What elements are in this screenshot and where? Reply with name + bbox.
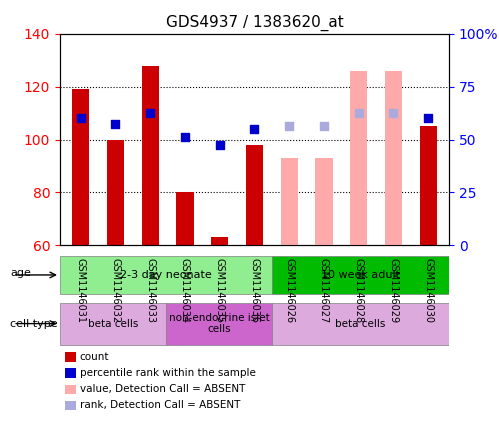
Bar [280,158,298,245]
FancyBboxPatch shape [60,303,166,344]
Title: GDS4937 / 1383620_at: GDS4937 / 1383620_at [166,15,343,31]
Text: GSM1146035: GSM1146035 [215,258,225,323]
Text: GSM1146030: GSM1146030 [423,258,433,323]
Bar [420,126,437,245]
Text: GSM1146031: GSM1146031 [76,258,86,323]
Text: count: count [80,352,109,362]
FancyBboxPatch shape [166,303,272,344]
Bar [107,140,124,245]
Text: GSM1146026: GSM1146026 [284,258,294,323]
Bar [142,66,159,245]
FancyBboxPatch shape [60,256,272,294]
Point [424,115,432,122]
Text: non-endocrine islet
cells: non-endocrine islet cells [169,313,269,335]
Point [111,121,119,127]
Point [320,123,328,130]
Text: GSM1146029: GSM1146029 [389,258,399,323]
Bar [72,89,89,245]
Point [250,126,258,132]
Text: cell type: cell type [10,319,57,329]
Text: GSM1146028: GSM1146028 [354,258,364,323]
Text: GSM1146034: GSM1146034 [180,258,190,323]
FancyBboxPatch shape [272,303,449,344]
Text: GSM1146036: GSM1146036 [250,258,259,323]
Bar [176,192,194,245]
Text: beta cells: beta cells [88,319,138,329]
Point [355,110,363,116]
Point [181,134,189,140]
Text: percentile rank within the sample: percentile rank within the sample [80,368,255,378]
Point [285,123,293,130]
Text: rank, Detection Call = ABSENT: rank, Detection Call = ABSENT [80,400,240,410]
Point [216,141,224,148]
Text: 10 week adult: 10 week adult [321,270,400,280]
Point [390,110,398,116]
Text: GSM1146032: GSM1146032 [110,258,120,323]
Bar [350,71,367,245]
Point [146,110,154,116]
Text: GSM1146027: GSM1146027 [319,258,329,323]
Bar [246,145,263,245]
Text: value, Detection Call = ABSENT: value, Detection Call = ABSENT [80,384,245,394]
Bar [211,237,229,245]
Point [77,115,85,122]
Text: GSM1146033: GSM1146033 [145,258,155,323]
Text: age: age [10,268,31,278]
Text: beta cells: beta cells [335,319,386,329]
Bar [385,71,402,245]
FancyBboxPatch shape [272,256,449,294]
Bar [315,158,333,245]
Text: 2-3 day neonate: 2-3 day neonate [120,270,212,280]
